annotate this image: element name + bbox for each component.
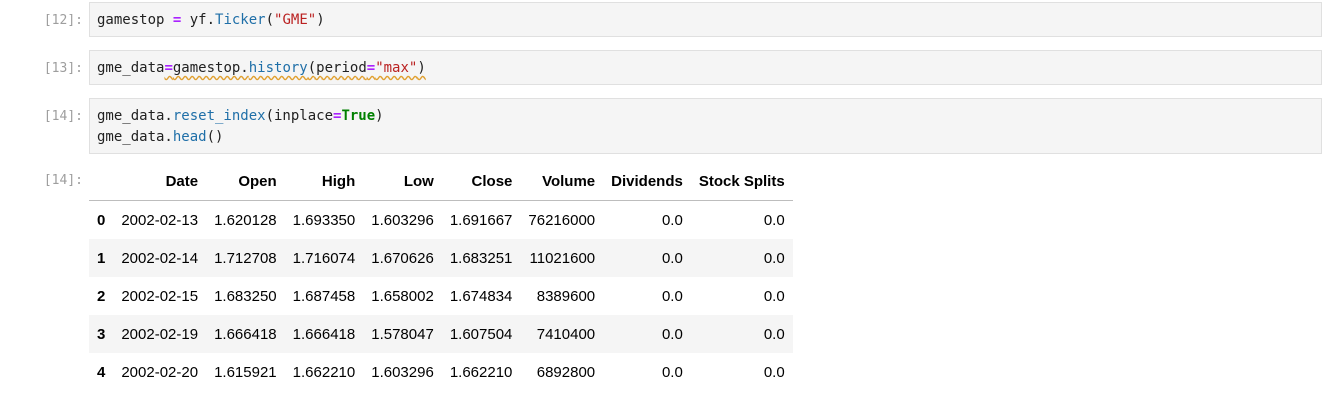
table-cell: 0.0 [661, 287, 683, 305]
code-text: ) [375, 108, 384, 124]
table-cell: 0.0 [763, 325, 785, 343]
table-cell: 6892800 [536, 363, 596, 381]
table-row: 4 2002-02-20 1.615921 1.662210 1.603296 … [89, 353, 793, 391]
operator: = [164, 60, 173, 76]
table-cell: 0.0 [763, 363, 785, 381]
code-text: (period [307, 60, 367, 76]
operator: = [333, 108, 342, 124]
cell-prompt: [12]: [43, 13, 83, 28]
table-row: 3 2002-02-19 1.666418 1.666418 1.578047 … [89, 315, 793, 353]
row-index: 3 [97, 325, 106, 343]
column-header: Stock Splits [690, 162, 793, 201]
dataframe-table: Date Open High Low Close Volume Dividend… [89, 162, 793, 391]
code-text: ) [417, 60, 426, 76]
table-cell: 1.666418 [292, 325, 356, 343]
table-row: 2 2002-02-15 1.683250 1.687458 1.658002 … [89, 277, 793, 315]
operator: = [172, 12, 182, 28]
keyword: True [341, 108, 376, 124]
function-name: head [172, 129, 207, 145]
column-header: Low [363, 162, 442, 201]
column-header: Volume [520, 162, 604, 201]
table-cell: 1.674834 [449, 287, 513, 305]
table-cell: 2002-02-20 [121, 363, 199, 381]
column-header: High [284, 162, 364, 201]
function-name: history [248, 60, 308, 76]
column-header: Date [113, 162, 207, 201]
cell-prompt: [14]: [43, 109, 83, 124]
code-text: gme_data. [97, 129, 173, 145]
code-text: (inplace [265, 108, 334, 124]
code-text: gme_data. [97, 108, 173, 124]
table-cell: 1.666418 [214, 325, 277, 343]
code-text: () [206, 129, 224, 145]
table-cell: 0.0 [763, 211, 785, 229]
code-text: gme_data [97, 60, 165, 76]
table-row: 0 2002-02-13 1.620128 1.693350 1.603296 … [89, 201, 793, 240]
operator: = [366, 60, 376, 76]
row-index: 0 [97, 211, 106, 229]
code-text: gamestop [97, 12, 173, 28]
table-cell: 1.662210 [292, 363, 356, 381]
table-cell: 8389600 [536, 287, 596, 305]
output-prompt: [14]: [43, 173, 83, 188]
code-editor[interactable]: gme_data.reset_index(inplace=True) gme_d… [89, 98, 1322, 154]
table-cell: 1.687458 [292, 287, 356, 305]
string-literal: "GME" [274, 12, 317, 28]
cell-prompt: [13]: [43, 61, 83, 76]
column-header: Dividends [603, 162, 691, 201]
table-cell: 2002-02-14 [121, 249, 199, 267]
function-name: reset_index [172, 108, 266, 124]
table-cell: 76216000 [528, 211, 596, 229]
table-cell: 1.683250 [214, 287, 277, 305]
table-cell: 0.0 [661, 363, 683, 381]
table-header-row: Date Open High Low Close Volume Dividend… [89, 162, 793, 201]
code-text: gamestop. [172, 60, 249, 76]
code-text: ) [316, 12, 325, 28]
row-index: 2 [97, 287, 106, 305]
table-cell: 1.693350 [292, 211, 356, 229]
function-name: Ticker [215, 12, 266, 28]
table-cell: 0.0 [763, 287, 785, 305]
table-cell: 1.603296 [371, 363, 434, 381]
table-cell: 7410400 [536, 325, 596, 343]
table-cell: 1.603296 [371, 211, 434, 229]
string-literal: "max" [375, 60, 418, 76]
table-cell: 1.691667 [449, 211, 513, 229]
table-cell: 1.716074 [292, 249, 356, 267]
table-cell: 1.683251 [449, 249, 513, 267]
code-text: yf. [181, 12, 216, 28]
table-cell: 1.620128 [214, 211, 277, 229]
table-cell: 11021600 [529, 249, 596, 267]
column-header: Open [206, 162, 285, 201]
table-cell: 1.712708 [214, 249, 277, 267]
table-cell: 1.578047 [371, 325, 434, 343]
code-editor[interactable]: gme_data=gamestop.history(period="max") [89, 50, 1322, 85]
table-cell: 1.670626 [371, 249, 434, 267]
table-cell: 1.658002 [371, 287, 434, 305]
table-row: 1 2002-02-14 1.712708 1.716074 1.670626 … [89, 239, 793, 277]
table-cell: 1.615921 [214, 363, 277, 381]
table-cell: 0.0 [661, 211, 683, 229]
column-header: Close [441, 162, 521, 201]
table-cell: 2002-02-19 [121, 325, 199, 343]
table-cell: 0.0 [661, 325, 683, 343]
table-cell: 2002-02-13 [121, 211, 199, 229]
code-editor[interactable]: gamestop = yf.Ticker("GME") [89, 2, 1322, 37]
table-cell: 1.607504 [449, 325, 513, 343]
table-cell: 1.662210 [449, 363, 513, 381]
table-cell: 2002-02-15 [121, 287, 199, 305]
code-text: ( [265, 12, 275, 28]
row-index: 4 [97, 363, 106, 381]
row-index: 1 [97, 249, 106, 267]
table-cell: 0.0 [661, 249, 683, 267]
column-header [89, 162, 114, 201]
table-cell: 0.0 [763, 249, 785, 267]
